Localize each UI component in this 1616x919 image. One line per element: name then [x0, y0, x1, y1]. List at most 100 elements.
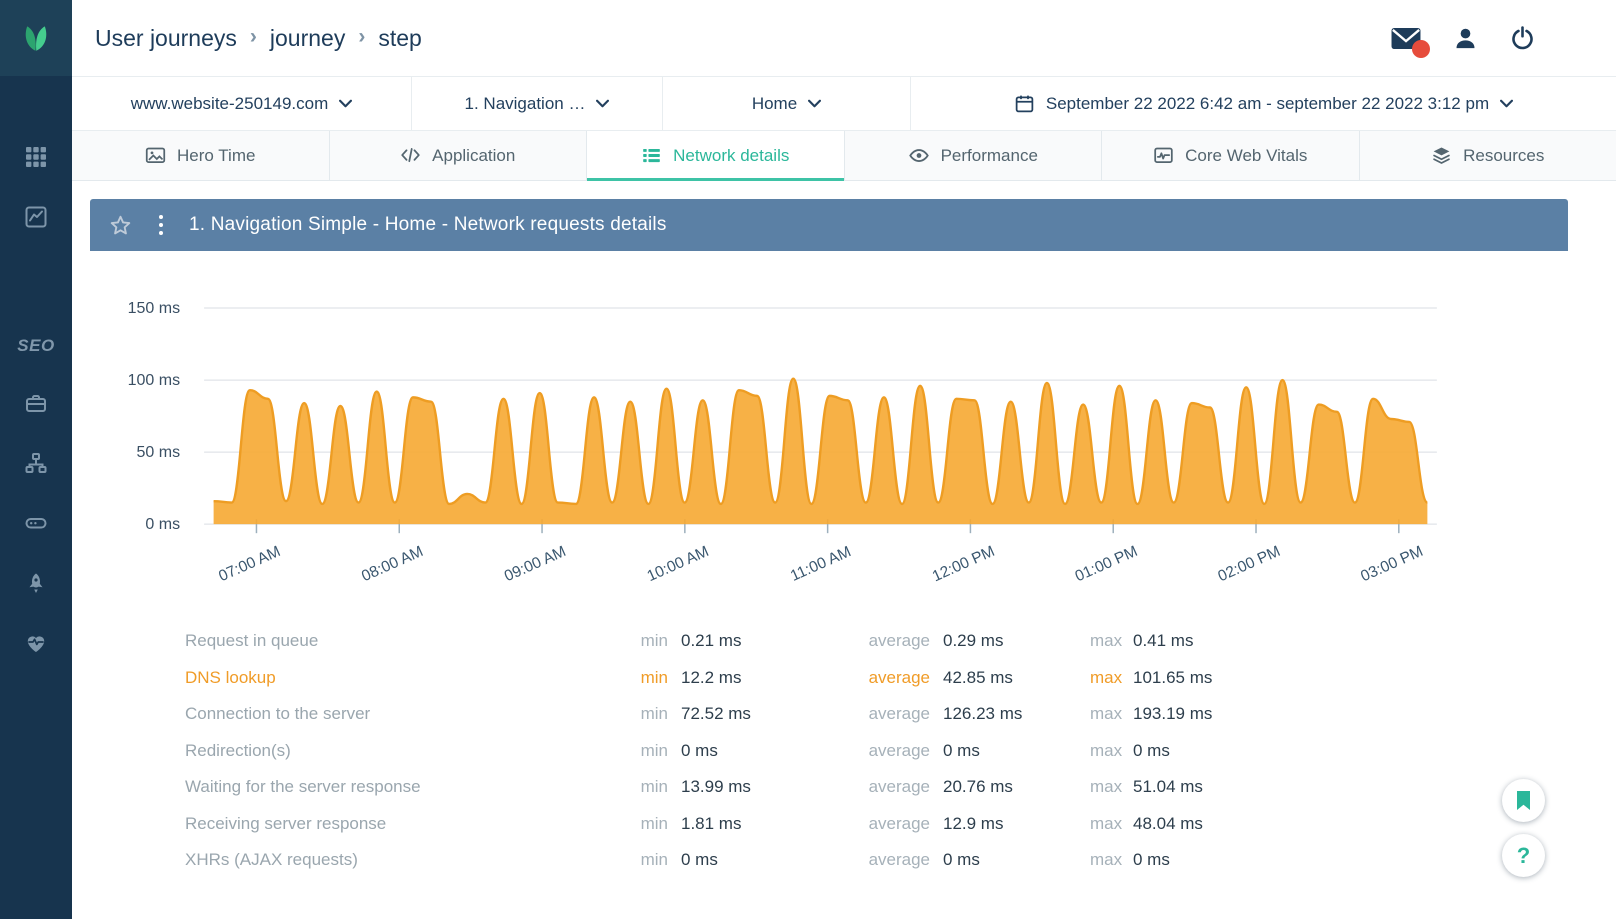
- tab-label: Network details: [673, 145, 790, 165]
- legend-row-dns-lookup: DNS lookup min 12.2 ms average 42.85 ms …: [148, 660, 1568, 697]
- vitals-chart-icon: [1154, 147, 1173, 163]
- chart-legend: Request in queue min 0.21 ms average 0.2…: [90, 611, 1568, 895]
- max-value: 48.04 ms: [1133, 813, 1203, 833]
- min-value: 0 ms: [681, 850, 718, 870]
- x-axis-tick-label: 01:00 PM: [1073, 543, 1141, 586]
- x-axis-tick-label: 03:00 PM: [1358, 543, 1426, 586]
- series-label: Connection to the server: [185, 704, 371, 724]
- tab-label: Resources: [1463, 145, 1545, 165]
- y-axis-tick-label: 0 ms: [145, 516, 180, 533]
- max-label: max: [1090, 777, 1123, 797]
- sidebar-item-seo[interactable]: SEO: [17, 336, 55, 355]
- calendar-icon: [1015, 95, 1034, 113]
- series-label: XHRs (AJAX requests): [185, 850, 358, 870]
- chevron-down-icon: [596, 99, 610, 108]
- max-label: max: [1090, 813, 1123, 833]
- network-timings-chart: 150 ms 100 ms 50 ms 0 ms 07:00 AM 08:00 AM 09:…: [128, 300, 1437, 586]
- max-value: 0 ms: [1133, 850, 1170, 870]
- bookmark-icon: [1517, 791, 1530, 810]
- user-account-icon[interactable]: [1452, 25, 1479, 52]
- max-label: max: [1090, 740, 1123, 760]
- max-value: 0 ms: [1133, 740, 1170, 760]
- sidebar-nav: SEO: [17, 144, 54, 656]
- average-label: average: [868, 813, 930, 833]
- page-dropdown[interactable]: Home: [663, 77, 911, 130]
- leaf-logo-icon: [25, 26, 47, 51]
- notification-badge: [1412, 39, 1430, 58]
- apps-grid-icon[interactable]: [23, 144, 49, 170]
- step-dropdown[interactable]: 1. Navigation …: [412, 77, 663, 130]
- average-value: 0.29 ms: [943, 631, 1004, 651]
- min-value: 0.21 ms: [681, 631, 742, 651]
- max-label: max: [1090, 667, 1123, 687]
- analytics-chart-icon[interactable]: [23, 204, 49, 230]
- bookmark-fab-button[interactable]: [1502, 779, 1545, 822]
- rocket-icon[interactable]: [23, 570, 49, 596]
- series-label: Request in queue: [185, 631, 319, 651]
- eye-icon: [908, 148, 929, 162]
- legend-row-waiting-server-response: Waiting for the server response min 13.9…: [148, 769, 1568, 806]
- breadcrumb-journey[interactable]: journey: [269, 24, 346, 51]
- min-value: 0 ms: [681, 740, 718, 760]
- chevron-down-icon: [808, 99, 822, 108]
- tab-resources[interactable]: Resources: [1360, 131, 1616, 180]
- max-label: max: [1090, 704, 1123, 724]
- average-value: 12.9 ms: [943, 813, 1004, 833]
- average-value: 0 ms: [943, 850, 980, 870]
- breadcrumb-user-journeys[interactable]: User journeys: [95, 24, 237, 51]
- breadcrumb: User journeys › journey › step: [95, 25, 422, 52]
- breadcrumb-separator-icon: ›: [358, 25, 366, 48]
- x-axis-tick-label: 11:00 AM: [788, 543, 854, 585]
- x-axis-tick-label: 08:00 AM: [359, 543, 426, 585]
- legend-row-receiving-server-response: Receiving server response min 1.81 ms av…: [148, 806, 1568, 843]
- min-label: min: [640, 740, 668, 760]
- tab-label: Hero Time: [177, 145, 256, 165]
- site-dropdown[interactable]: www.website-250149.com: [72, 77, 412, 130]
- code-icon: [401, 148, 420, 163]
- average-value: 42.85 ms: [943, 667, 1013, 687]
- help-fab-button[interactable]: ?: [1502, 834, 1545, 877]
- tab-network-details[interactable]: Network details: [587, 131, 845, 181]
- logout-power-icon[interactable]: [1509, 25, 1536, 52]
- date-range-picker[interactable]: September 22 2022 6:42 am - september 22…: [911, 77, 1616, 130]
- max-value: 101.65 ms: [1133, 667, 1213, 687]
- series-label: Waiting for the server response: [185, 777, 421, 797]
- average-label: average: [868, 777, 930, 797]
- messages-envelope-icon[interactable]: [1390, 26, 1430, 58]
- average-label: average: [868, 740, 930, 760]
- briefcase-icon[interactable]: [23, 390, 49, 416]
- y-axis-tick-label: 50 ms: [137, 444, 181, 461]
- app-logo[interactable]: [0, 0, 72, 76]
- server-icon[interactable]: [23, 510, 49, 536]
- chevron-down-icon: [1500, 99, 1514, 108]
- min-label: min: [640, 704, 668, 724]
- x-axis-tick-label: 09:00 AM: [502, 543, 569, 585]
- favorite-star-icon[interactable]: [108, 213, 133, 238]
- min-value: 1.81 ms: [681, 813, 742, 833]
- max-value: 51.04 ms: [1133, 777, 1203, 797]
- average-label: average: [868, 704, 930, 724]
- breadcrumb-step: step: [378, 24, 422, 51]
- tab-performance[interactable]: Performance: [845, 131, 1102, 180]
- page-dropdown-value: Home: [751, 93, 798, 113]
- report-tabs: Hero Time Application Network details: [72, 131, 1616, 181]
- x-axis-tick-label: 07:00 AM: [216, 543, 283, 585]
- tab-application[interactable]: Application: [330, 131, 587, 180]
- min-label: min: [640, 667, 668, 687]
- sitemap-icon[interactable]: [23, 450, 49, 476]
- tab-label: Core Web Vitals: [1185, 145, 1308, 165]
- y-axis-tick-label: 150 ms: [128, 300, 180, 317]
- min-label: min: [640, 631, 668, 651]
- date-range-value: September 22 2022 6:42 am - september 22…: [1045, 93, 1490, 113]
- report-content: 1. Navigation Simple - Home - Network re…: [72, 181, 1616, 919]
- average-value: 0 ms: [943, 740, 980, 760]
- series-label: DNS lookup: [185, 667, 276, 687]
- tab-hero-time[interactable]: Hero Time: [72, 131, 330, 180]
- network-details-panel: 1. Navigation Simple - Home - Network re…: [90, 199, 1568, 895]
- panel-menu-kebab-icon[interactable]: [157, 213, 165, 237]
- tab-core-web-vitals[interactable]: Core Web Vitals: [1102, 131, 1360, 180]
- average-value: 126.23 ms: [943, 704, 1023, 724]
- legend-row-redirections: Redirection(s) min 0 ms average 0 ms max…: [148, 733, 1568, 770]
- health-heart-pulse-icon[interactable]: [23, 630, 49, 656]
- average-label: average: [868, 631, 930, 651]
